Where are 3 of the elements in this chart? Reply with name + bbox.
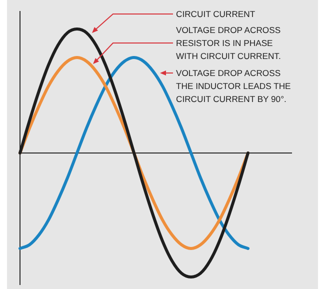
annotation: VOLTAGE DROP ACROSS RESISTOR IS IN PHASE WITH CIRCUIT CURRENT. (176, 24, 281, 63)
text: CIRCUIT CURRENT (176, 8, 256, 21)
annotation: VOLTAGE DROP ACROSS THE INDUCTOR LEADS THE CIRCUIT CURRENT BY 90°. (176, 67, 291, 106)
